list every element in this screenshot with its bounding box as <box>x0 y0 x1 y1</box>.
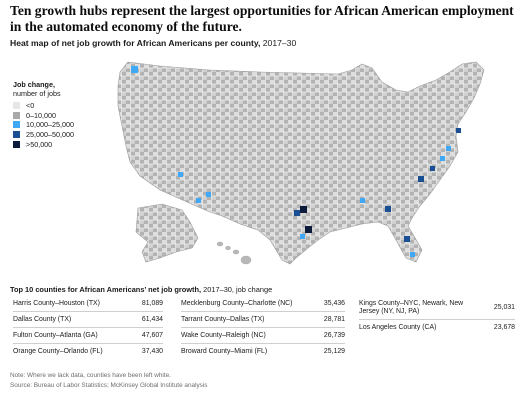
legend-item: >50,000 <box>13 139 123 149</box>
top10-row: Wake County–Raleigh (NC) 26,739 <box>181 328 345 344</box>
legend-swatch <box>13 131 20 139</box>
county-name: Tarrant County–Dallas (TX) <box>181 315 265 323</box>
top10-row: Mecklenburg County–Charlotte (NC) 35,436 <box>181 296 345 312</box>
legend-swatch <box>13 121 20 129</box>
legend-swatch <box>13 102 20 110</box>
county-name: Los Angeles County (CA) <box>359 324 437 331</box>
county-wake <box>430 166 435 171</box>
legend-label: 10,000–25,000 <box>26 120 74 130</box>
county-fulton <box>385 206 391 212</box>
county-seattle <box>131 66 138 73</box>
legend-item: 25,000–50,000 <box>13 130 123 140</box>
data-note: Note: Where we lack data, counties have … <box>10 372 171 379</box>
legend-label: 25,000–50,000 <box>26 130 74 140</box>
alaska-shape <box>135 203 199 263</box>
job-change: 35,436 <box>323 299 345 307</box>
county-name: Fulton County–Atlanta (GA) <box>13 331 98 339</box>
top10-title-rest: 2017–30, job change <box>201 285 273 294</box>
top10-row: Los Angeles County (CA) 23,678 <box>359 320 515 336</box>
top10-row: Dallas County (TX) 61,434 <box>13 312 163 328</box>
job-change: 37,430 <box>141 348 163 355</box>
legend-label: 0–10,000 <box>26 110 56 120</box>
top10-title-bold: Top 10 counties for African Americans’ n… <box>10 285 202 294</box>
county-name: Harris County–Houston (TX) <box>13 299 100 307</box>
top10-row: Harris County–Houston (TX) 81,089 <box>13 296 163 312</box>
county-washington-dc <box>440 156 445 161</box>
legend-item: 0–10,000 <box>13 111 123 121</box>
job-change: 23,678 <box>493 324 515 331</box>
highlighted-counties <box>131 66 461 257</box>
hawaii-islands <box>216 241 252 265</box>
county-los-angeles <box>178 172 183 177</box>
job-change: 61,434 <box>141 315 163 323</box>
legend-label: >50,000 <box>26 139 53 149</box>
top10-title: Top 10 counties for African Americans’ n… <box>10 285 272 295</box>
job-change: 81,089 <box>141 299 163 307</box>
county-name: Mecklenburg County–Charlotte (NC) <box>181 299 293 307</box>
county-name: Dallas County (TX) <box>13 315 72 323</box>
county-tarrant <box>294 210 300 216</box>
county-name: Orange County–Orlando (FL) <box>13 348 103 355</box>
county-dallas <box>300 206 307 213</box>
legend-item: 10,000–25,000 <box>13 120 123 130</box>
county-mecklenburg <box>418 176 424 182</box>
top10-row: Broward County–Miami (FL) 25,129 <box>181 344 345 360</box>
county-memphis <box>360 198 365 203</box>
county-philadelphia <box>446 146 451 151</box>
legend-label: <0 <box>26 101 35 111</box>
county-name: Broward County–Miami (FL) <box>181 348 268 355</box>
legend-swatch <box>13 140 20 148</box>
legend-unit: number of jobs <box>13 89 61 98</box>
legend-title: Job change, <box>13 80 55 89</box>
legend-item: <0 <box>13 101 123 111</box>
legend-swatch <box>13 111 20 119</box>
us-county-heat-map <box>117 61 485 265</box>
map-subtitle: Heat map of net job growth for African A… <box>10 38 296 49</box>
job-change: 25,129 <box>323 348 345 355</box>
headline: Ten growth hubs represent the largest op… <box>10 3 514 34</box>
map-subtitle-period: 2017–30 <box>260 38 297 48</box>
contiguous-us-shape <box>117 61 485 265</box>
job-change: 47,607 <box>141 331 163 339</box>
top10-row: Fulton County–Atlanta (GA) 47,607 <box>13 328 163 344</box>
job-change: 28,781 <box>323 315 345 323</box>
county-san-diego <box>196 198 201 203</box>
top10-row: Tarrant County–Dallas (TX) 28,781 <box>181 312 345 328</box>
job-change: 26,739 <box>323 331 345 339</box>
map-subtitle-bold: Heat map of net job growth for African A… <box>10 38 261 48</box>
top10-row: Orange County–Orlando (FL) 37,430 <box>13 344 163 360</box>
job-change: 25,031 <box>493 303 515 311</box>
map-legend: Job change, number of jobs <0 0–10,000 1… <box>13 80 123 149</box>
county-name: Wake County–Raleigh (NC) <box>181 331 266 339</box>
source-note: Source: Bureau of Labor Statistics; McKi… <box>10 382 208 389</box>
top10-table: Harris County–Houston (TX) 81,089 Dallas… <box>13 296 518 360</box>
county-orange <box>404 236 410 242</box>
county-harris <box>305 226 312 233</box>
county-phoenix <box>206 192 211 197</box>
top10-row: Kings County–NYC, Newark, New Jersey (NY… <box>359 296 515 320</box>
county-austin <box>300 234 305 239</box>
county-kings <box>456 128 461 133</box>
county-broward <box>410 252 415 257</box>
county-name: Kings County–NYC, Newark, New Jersey (NY… <box>359 299 464 315</box>
